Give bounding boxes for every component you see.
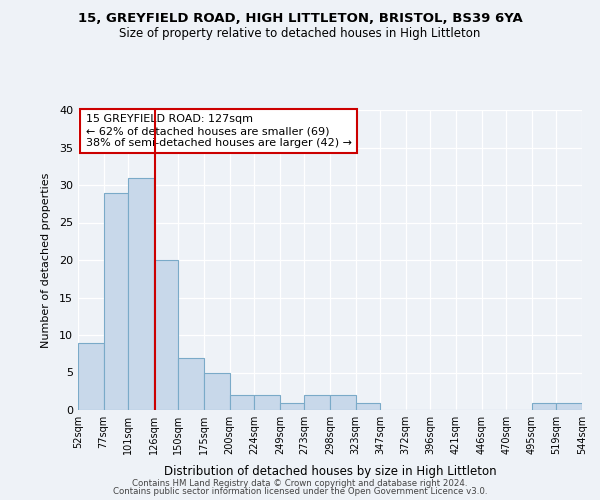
Bar: [254, 395, 280, 410]
Bar: [128, 178, 154, 410]
Bar: [104, 192, 128, 410]
Bar: [154, 260, 178, 410]
Bar: [78, 342, 104, 410]
Bar: [280, 402, 304, 410]
Y-axis label: Number of detached properties: Number of detached properties: [41, 172, 50, 348]
Bar: [304, 395, 330, 410]
Bar: [532, 402, 556, 410]
Text: Contains public sector information licensed under the Open Government Licence v3: Contains public sector information licen…: [113, 487, 487, 496]
Bar: [330, 395, 356, 410]
Bar: [356, 402, 380, 410]
Bar: [556, 402, 582, 410]
X-axis label: Distribution of detached houses by size in High Littleton: Distribution of detached houses by size …: [164, 466, 496, 478]
Text: Contains HM Land Registry data © Crown copyright and database right 2024.: Contains HM Land Registry data © Crown c…: [132, 478, 468, 488]
Bar: [178, 358, 204, 410]
Text: Size of property relative to detached houses in High Littleton: Size of property relative to detached ho…: [119, 28, 481, 40]
Bar: [204, 372, 230, 410]
Text: 15 GREYFIELD ROAD: 127sqm
← 62% of detached houses are smaller (69)
38% of semi-: 15 GREYFIELD ROAD: 127sqm ← 62% of detac…: [86, 114, 352, 148]
Bar: [230, 395, 254, 410]
Text: 15, GREYFIELD ROAD, HIGH LITTLETON, BRISTOL, BS39 6YA: 15, GREYFIELD ROAD, HIGH LITTLETON, BRIS…: [77, 12, 523, 26]
